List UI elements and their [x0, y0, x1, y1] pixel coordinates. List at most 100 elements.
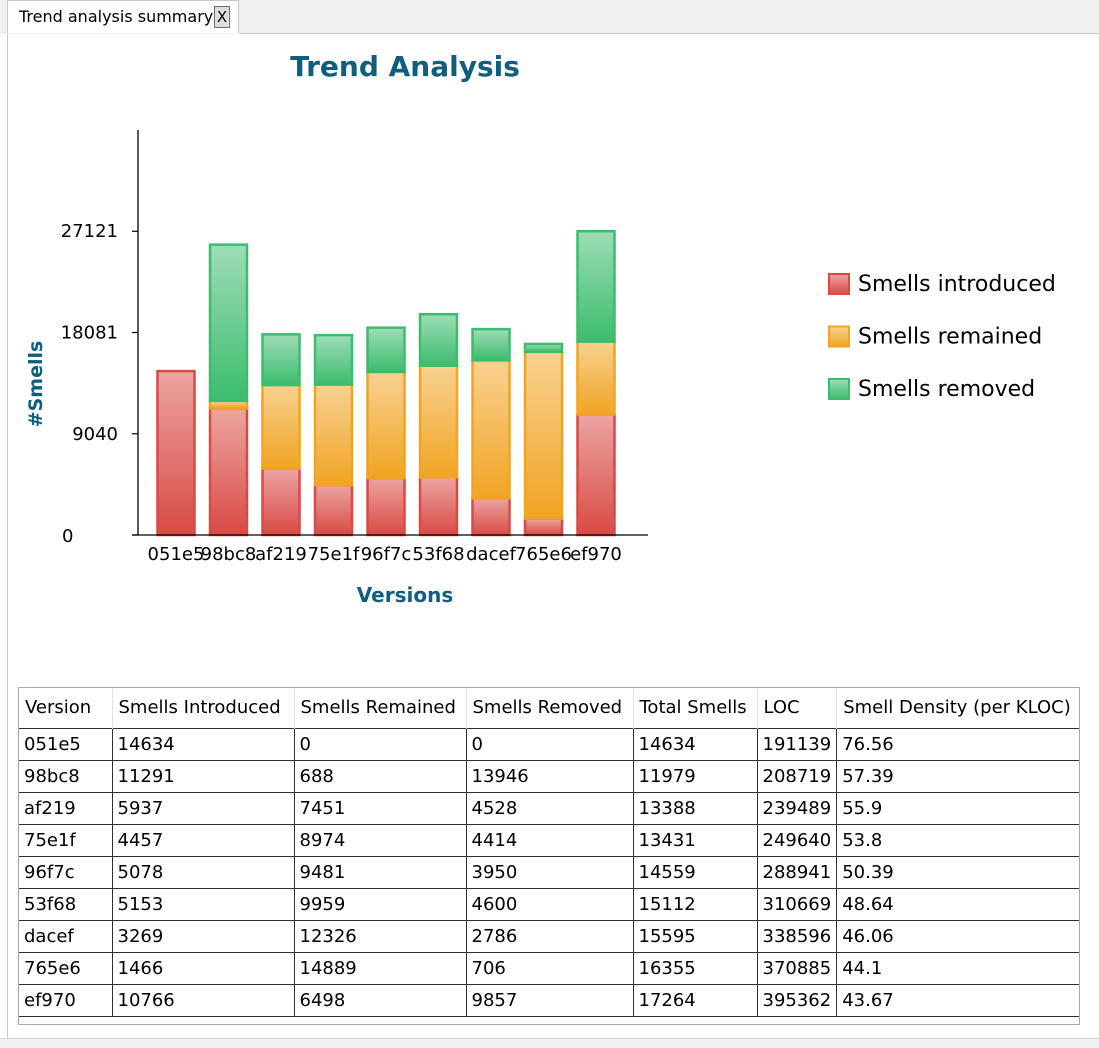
bar-af219-smells-removed [261, 333, 301, 387]
tab-bar: Trend analysis summary X [0, 0, 1099, 34]
table-cell: 239489 [756, 791, 838, 825]
table-cell: 191139 [756, 727, 838, 761]
table-cell: 5937 [111, 791, 295, 825]
table-cell: 14889 [293, 951, 467, 985]
x-tick-label: 96f7c [361, 544, 412, 565]
table-cell: 76.56 [836, 727, 1079, 761]
table-cell: 4457 [111, 823, 295, 857]
bar-765e6-smells-introduced [523, 517, 564, 537]
table-cell: 14634 [111, 727, 295, 761]
table-cell: ef970 [19, 983, 113, 1017]
table-cell: 1466 [111, 951, 295, 985]
table-row[interactable]: 98bc8 11291 688 13946 11979 208719 57.39 [19, 759, 1079, 793]
table-cell: 48.64 [836, 887, 1079, 921]
bars-group [156, 229, 616, 537]
table-cell: 4414 [465, 823, 634, 857]
table-row[interactable]: 75e1f 4457 8974 4414 13431 249640 53.8 [19, 823, 1079, 857]
table-cell: 14559 [632, 855, 758, 889]
table-cell: 10766 [111, 983, 295, 1017]
bar-96f7c-smells-removed [366, 326, 406, 374]
y-tick-label: 18081 [61, 322, 118, 343]
summary-table-container: Version Smells Introduced Smells Remained S… [18, 687, 1080, 1025]
table-cell: 13431 [632, 823, 758, 857]
bar-ef970-smells-remained [576, 340, 616, 416]
x-tick-label: af219 [255, 544, 307, 565]
bar-ef970-smells-introduced [576, 413, 616, 537]
y-tick-label: 9040 [72, 424, 118, 445]
bar-dacef-smells-remained [471, 359, 511, 500]
bar-dacef-smells-introduced [471, 497, 511, 537]
bar-ef970-smells-removed [576, 229, 616, 343]
table-cell: 4528 [465, 791, 634, 825]
table-cell: 208719 [756, 759, 838, 793]
table-cell: 0 [293, 727, 467, 761]
bar-98bc8-smells-introduced [208, 407, 249, 537]
bar-96f7c-smells-remained [366, 370, 406, 480]
legend-swatch [828, 273, 850, 295]
bar-af219-smells-introduced [261, 467, 301, 537]
table-cell: 43.67 [836, 983, 1079, 1017]
table-cell: 11291 [111, 759, 295, 793]
table-cell: 14634 [632, 727, 758, 761]
column-header[interactable]: Smells Removed [466, 688, 634, 728]
table-cell: 765e6 [19, 951, 113, 985]
x-axis-title: Versions [357, 583, 453, 607]
table-cell: 6498 [293, 983, 467, 1017]
table-cell: 13388 [632, 791, 758, 825]
x-tick-label: 98bc8 [201, 544, 257, 565]
legend-label: Smells removed [858, 377, 1035, 402]
column-header[interactable]: Smell Density (per KLOC) [836, 688, 1079, 728]
x-tick-label: 765e6 [515, 544, 572, 565]
table-cell: 2786 [465, 919, 634, 953]
bar-75e1f-smells-remained [313, 383, 354, 487]
table-row[interactable]: dacef 3269 12326 2786 15595 338596 46.06 [19, 919, 1079, 953]
tab-close-button[interactable]: X [214, 6, 230, 28]
legend-swatch [828, 378, 850, 400]
table-cell: 3950 [465, 855, 634, 889]
table-cell: 288941 [756, 855, 838, 889]
column-header[interactable]: Smells Remained [294, 688, 467, 728]
table-cell: 55.9 [836, 791, 1079, 825]
bar-53f68-smells-remained [418, 364, 459, 479]
table-cell: 9959 [293, 887, 467, 921]
column-header[interactable]: LOC [757, 688, 838, 728]
bar-98bc8-smells-removed [208, 243, 249, 403]
y-tick-label: 0 [62, 526, 73, 547]
bar-96f7c-smells-introduced [366, 476, 406, 537]
table-cell: 3269 [111, 919, 295, 953]
table-row[interactable]: 765e6 1466 14889 706 16355 370885 44.1 [19, 951, 1079, 985]
legend-swatch [828, 325, 850, 348]
table-cell: 249640 [756, 823, 838, 857]
x-tick-label: 75e1f [308, 544, 360, 565]
legend-label: Smells remained [858, 325, 1042, 350]
table-cell: 5078 [111, 855, 295, 889]
column-header[interactable]: Version [19, 688, 113, 728]
table-cell: 051e5 [19, 727, 113, 761]
tab-bar-divider [240, 33, 1099, 34]
table-row[interactable]: 53f68 5153 9959 4600 15112 310669 48.64 [19, 887, 1079, 921]
table-cell: 15595 [632, 919, 758, 953]
tab-trend-analysis-summary[interactable]: Trend analysis summary X [7, 0, 239, 33]
table-row[interactable]: 051e5 14634 0 0 14634 191139 76.56 [19, 727, 1079, 761]
table-cell: 706 [465, 951, 634, 985]
table-cell: 53.8 [836, 823, 1079, 857]
table-cell: 96f7c [19, 855, 113, 889]
column-header[interactable]: Smells Introduced [112, 688, 295, 728]
bar-765e6-smells-remained [523, 350, 564, 520]
table-cell: 0 [465, 727, 634, 761]
x-tick-label: dacef [466, 544, 516, 565]
y-ticks: 0 9040 18081 27121 [61, 221, 138, 547]
table-row[interactable]: ef970 10766 6498 9857 17264 395362 43.67 [19, 983, 1079, 1017]
table-cell: 4600 [465, 887, 634, 921]
table-cell: 8974 [293, 823, 467, 857]
table-row[interactable]: 96f7c 5078 9481 3950 14559 288941 50.39 [19, 855, 1079, 889]
table-cell: 13946 [465, 759, 634, 793]
table-row[interactable]: af219 5937 7451 4528 13388 239489 55.9 [19, 791, 1079, 825]
y-axis-title: #Smells [25, 341, 47, 428]
x-tick-label: ef970 [570, 544, 622, 565]
table-cell: 50.39 [836, 855, 1079, 889]
column-header[interactable]: Total Smells [633, 688, 758, 728]
bar-051e5-smells-introduced [156, 369, 196, 537]
x-tick-label: 051e5 [148, 544, 205, 565]
